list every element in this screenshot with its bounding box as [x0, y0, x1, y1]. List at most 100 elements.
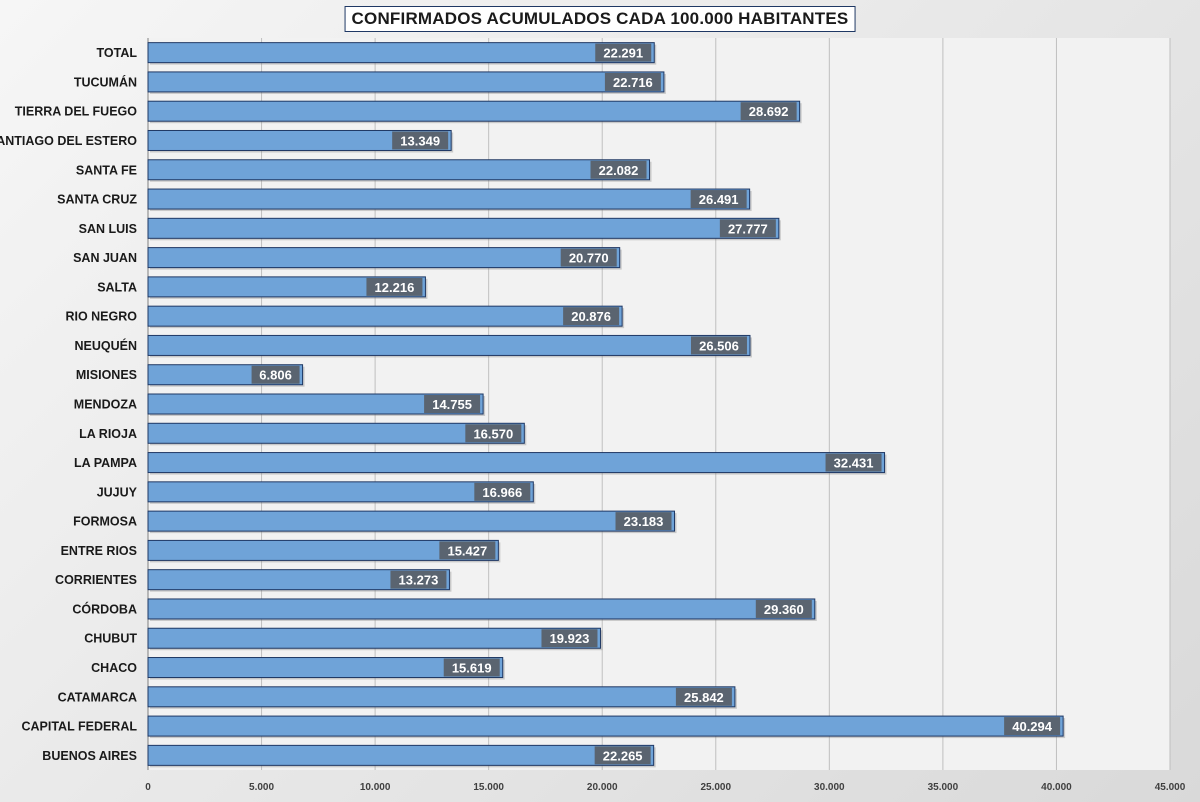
data-label-bg [719, 219, 776, 238]
category-label: CORRIENTES [55, 573, 137, 587]
bar [147, 188, 751, 210]
x-tick-label: 15.000 [473, 782, 504, 793]
x-tick-label: 30.000 [814, 782, 845, 793]
bar [147, 334, 751, 356]
category-label: ENTRE RIOS [61, 544, 137, 558]
x-tick-label: 20.000 [587, 782, 618, 793]
bar [147, 481, 534, 503]
data-label-bg [392, 131, 449, 150]
data-label-bg [1004, 717, 1061, 736]
category-label: CHUBUT [84, 632, 137, 646]
data-label-bg [595, 43, 652, 62]
data-label-bg [390, 570, 447, 589]
data-label-bg [439, 541, 496, 560]
data-label: 23.183 [624, 514, 664, 529]
data-label: 16.966 [482, 485, 522, 500]
data-label-bg [474, 482, 531, 501]
x-tick-label: 10.000 [360, 782, 391, 793]
data-label-bg [443, 658, 500, 677]
data-label-bg [424, 395, 481, 413]
x-tick-label: 0 [145, 782, 151, 793]
data-label-bg [594, 746, 651, 765]
bar [147, 305, 623, 327]
data-label: 25.842 [684, 690, 724, 705]
category-label: TIERRA DEL FUEGO [15, 105, 138, 119]
bar [147, 217, 780, 239]
bar [147, 42, 655, 64]
data-label-bg [740, 102, 797, 121]
data-label-bg [690, 336, 747, 355]
bar [147, 129, 452, 151]
category-label: CÓRDOBA [72, 601, 137, 616]
data-label: 6.806 [259, 368, 292, 383]
data-label-bg [541, 629, 598, 648]
bar [147, 715, 1064, 737]
data-label: 27.777 [728, 221, 768, 236]
data-label-bg [465, 424, 522, 443]
category-label: SAN JUAN [73, 251, 137, 265]
data-label: 20.770 [569, 251, 609, 266]
data-label: 22.265 [603, 748, 643, 763]
category-label: SALTA [97, 280, 137, 294]
category-label: CHACO [91, 661, 137, 675]
bar [147, 627, 601, 649]
x-tick-label: 25.000 [700, 782, 731, 793]
data-label: 22.082 [599, 163, 639, 178]
category-label: LA RIOJA [79, 427, 137, 441]
data-label: 40.294 [1012, 719, 1053, 734]
bar [147, 744, 655, 766]
data-label: 26.491 [699, 192, 739, 207]
category-label: BUENOS AIRES [42, 749, 137, 763]
category-label: FORMOSA [73, 515, 137, 529]
bar [147, 71, 665, 93]
data-label: 13.273 [399, 573, 439, 588]
data-label: 28.692 [749, 104, 789, 119]
data-label: 14.755 [432, 397, 472, 412]
category-label: CAPITAL FEDERAL [21, 720, 137, 734]
data-label: 32.431 [834, 456, 874, 471]
x-tick-label: 45.000 [1155, 782, 1186, 793]
data-label-bg [560, 248, 617, 267]
category-label: SANTIAGO DEL ESTERO [0, 134, 137, 148]
bar [147, 159, 651, 181]
data-label: 15.619 [452, 661, 492, 676]
data-label-bg [675, 687, 732, 706]
data-label-bg [366, 277, 423, 296]
bar [147, 247, 621, 269]
category-label: SAN LUIS [79, 222, 137, 236]
category-label: JUJUY [97, 485, 138, 499]
data-label: 22.716 [613, 75, 653, 90]
bar [147, 393, 484, 415]
data-label-bg [590, 160, 647, 179]
data-label-bg [690, 190, 747, 209]
bar [147, 510, 676, 532]
bar [147, 276, 426, 298]
bar [147, 539, 499, 561]
category-label: TUCUMÁN [74, 74, 137, 89]
category-label: TOTAL [96, 46, 137, 60]
x-tick-label: 40.000 [1041, 782, 1072, 793]
bar [147, 100, 801, 122]
data-label: 13.349 [400, 133, 440, 148]
bar [147, 686, 736, 708]
bar [147, 452, 886, 474]
x-tick-label: 35.000 [928, 782, 959, 793]
category-label: SANTA FE [76, 163, 137, 177]
data-label-bg [563, 307, 620, 326]
bar [147, 569, 450, 591]
bar [147, 657, 504, 679]
data-label: 16.570 [473, 426, 513, 441]
data-label-bg [825, 453, 882, 472]
data-label: 22.291 [603, 46, 643, 61]
category-label: MISIONES [76, 368, 137, 382]
category-label: SANTA CRUZ [57, 193, 137, 207]
category-label: CATAMARCA [58, 690, 137, 704]
data-label: 29.360 [764, 602, 804, 617]
data-label: 20.876 [571, 309, 611, 324]
category-label: LA PAMPA [74, 456, 137, 470]
data-label-bg [604, 72, 661, 91]
data-label-bg [755, 599, 812, 618]
bar [147, 422, 525, 444]
